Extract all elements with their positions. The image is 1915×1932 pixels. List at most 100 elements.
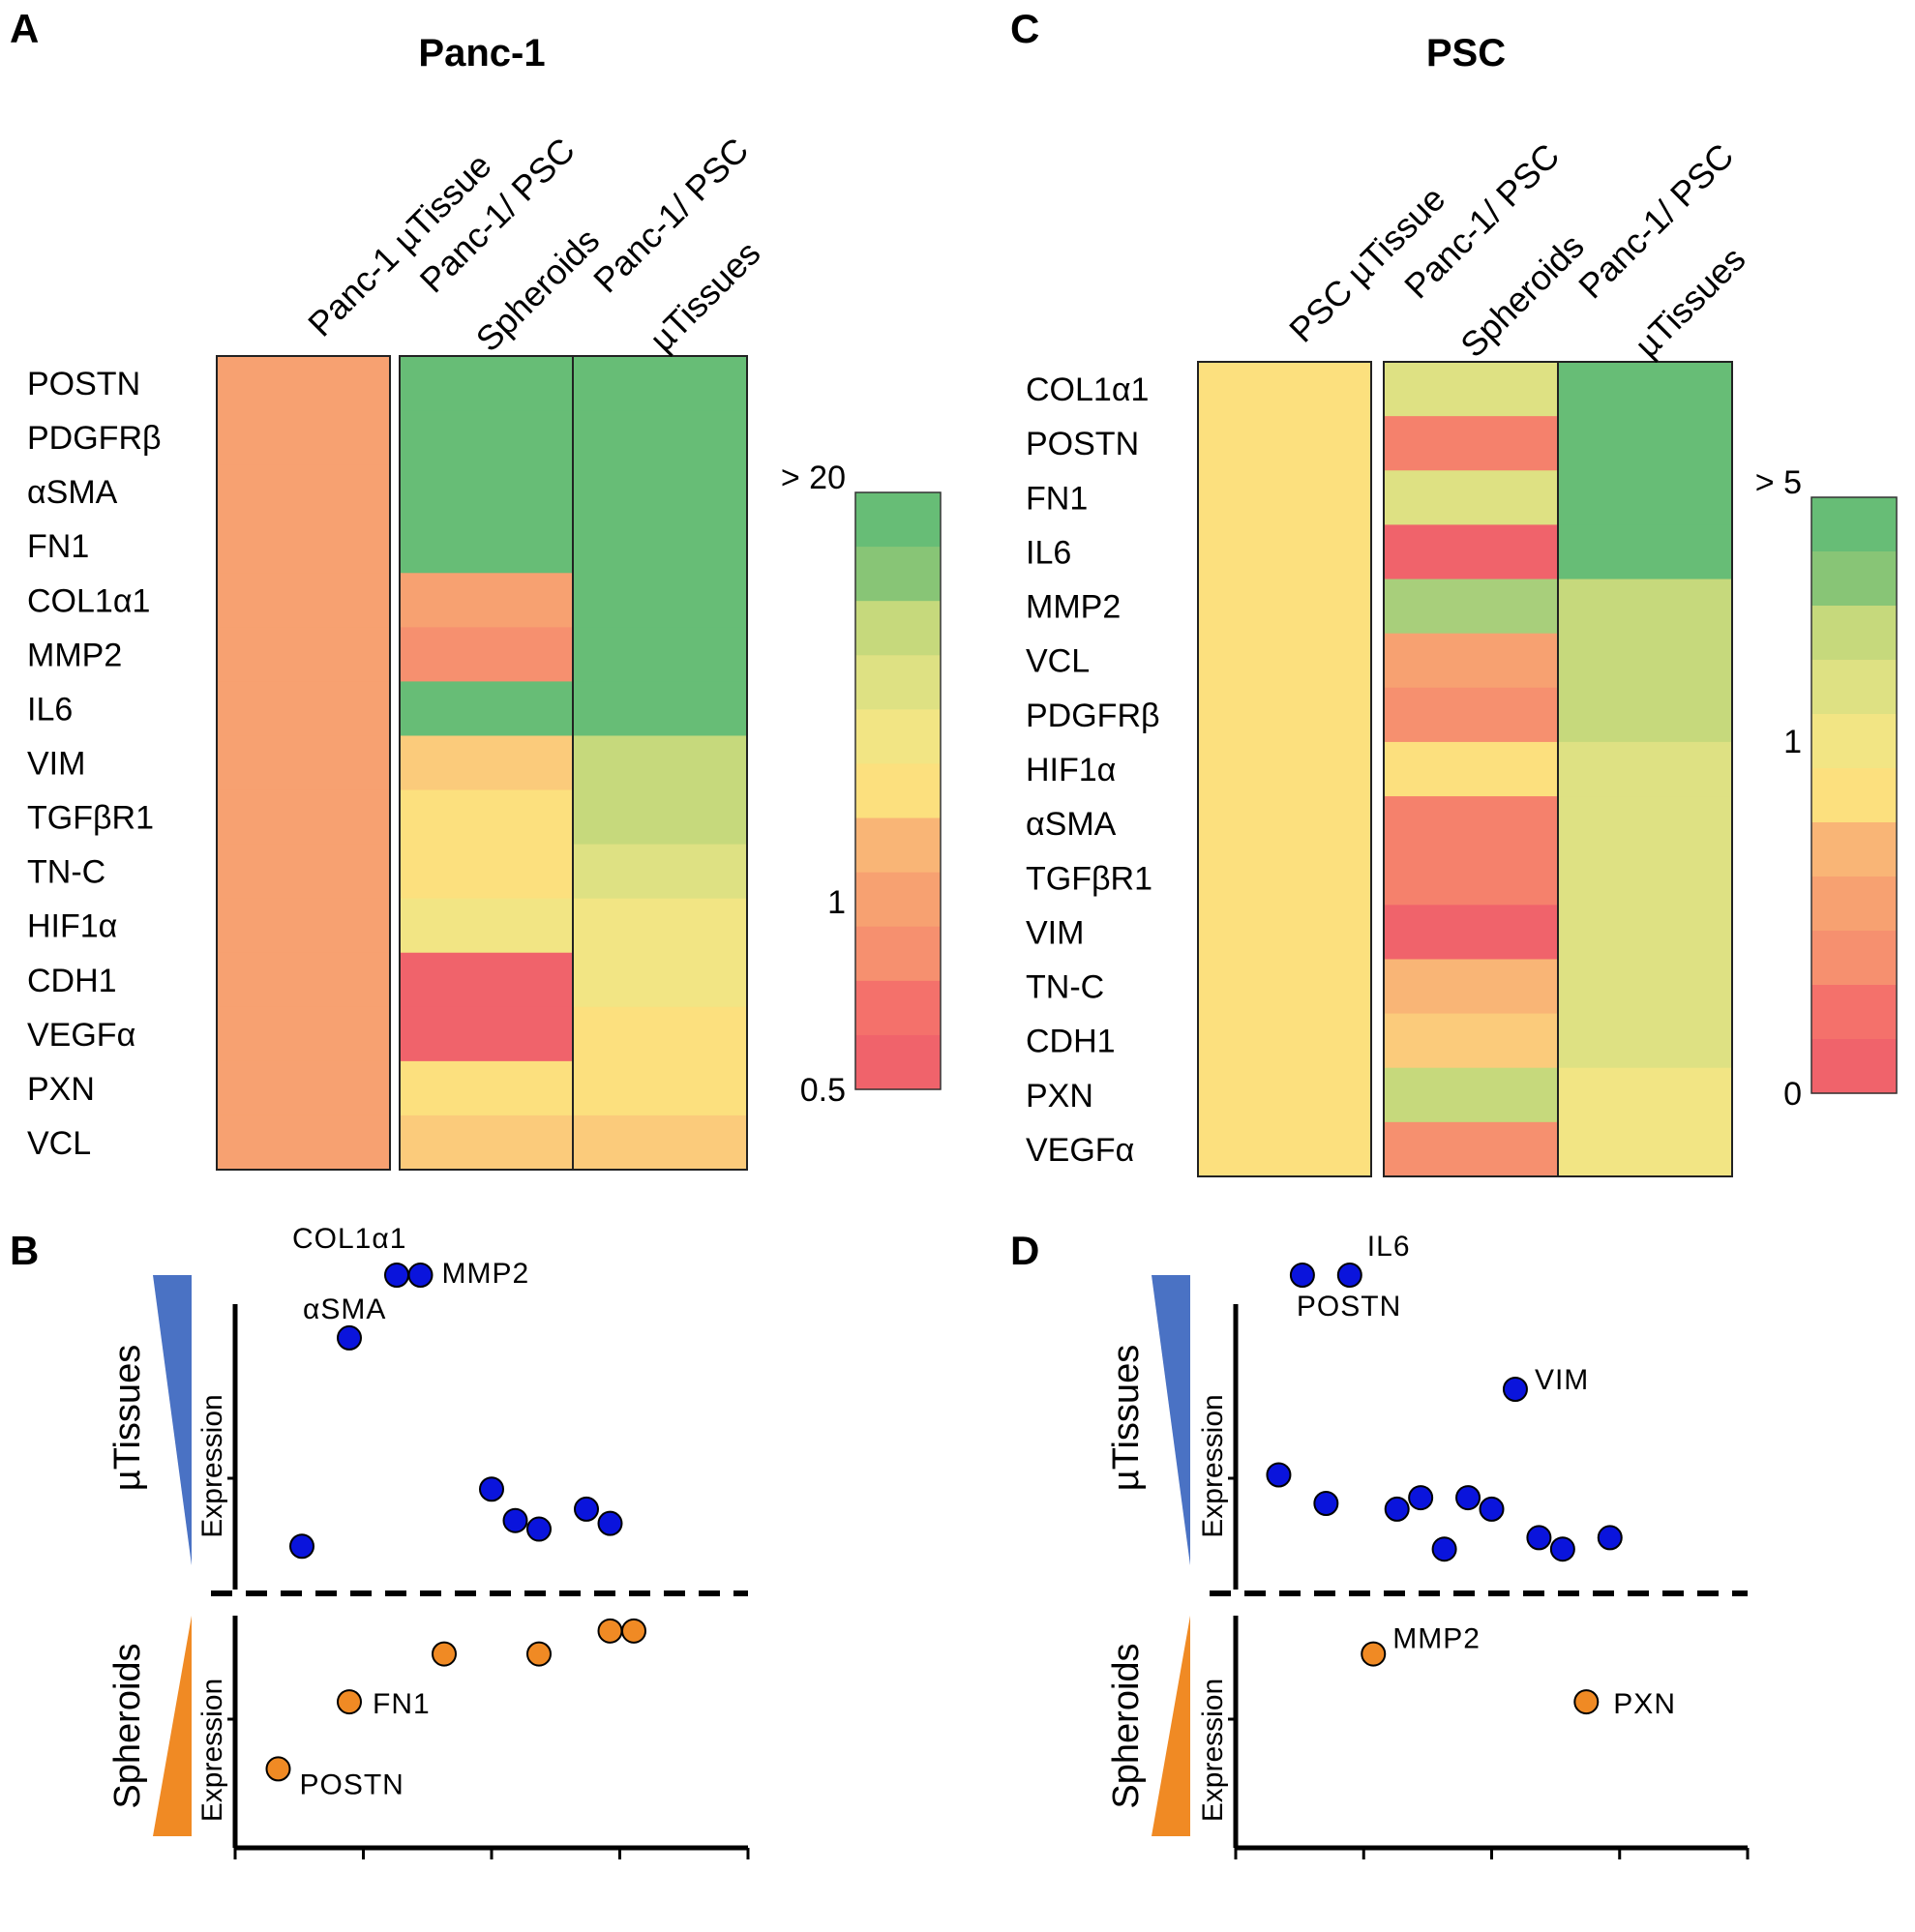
heatmap-cell [1384, 579, 1558, 635]
heatmap-cell [217, 410, 390, 465]
point-label: FN1 [373, 1688, 431, 1720]
heatmap-cell [1384, 362, 1558, 417]
gene-label: MMP2 [27, 637, 122, 673]
gene-label: CDH1 [1026, 1024, 1116, 1060]
data-point-down [1573, 1689, 1600, 1715]
gene-label: VCL [1026, 643, 1090, 680]
scatter-b: µTissues Spheroids Expression Expression αSM… [107, 1223, 750, 1859]
legend-step [1811, 1039, 1897, 1094]
heatmap-cell [217, 789, 390, 846]
heatmap-cell [1384, 796, 1558, 851]
gene-label: TGFβR1 [1026, 860, 1152, 897]
data-point-down [597, 1618, 623, 1644]
gene-label: IL6 [1026, 534, 1071, 571]
increase-triangle [153, 1275, 192, 1565]
gene-label: VEGFα [1026, 1132, 1134, 1169]
heatmap-cell [1558, 362, 1732, 417]
heatmap-cell [573, 356, 747, 411]
data-point-up [1289, 1263, 1315, 1288]
heatmap-cell [1198, 687, 1371, 743]
heatmap-cell [1384, 1013, 1558, 1069]
heatmap-cell [1384, 633, 1558, 689]
group-label-bottom: Spheroids [107, 1643, 148, 1808]
heatmap-legend: > 20 1 0.5 [781, 460, 942, 1109]
point-label: MMP2 [1392, 1623, 1481, 1655]
gene-label: PDGFRβ [1026, 698, 1160, 734]
heatmap-cell [400, 410, 573, 465]
heatmap-cell [573, 1115, 747, 1171]
gene-label: POSTN [1026, 426, 1139, 462]
increase-triangle [153, 1616, 192, 1836]
legend-step [855, 817, 941, 874]
heatmap-cell [1198, 470, 1371, 525]
gene-label: PDGFRβ [27, 420, 162, 457]
legend-step [855, 872, 941, 928]
heatmap-cell [1198, 524, 1371, 580]
legend-step [1811, 822, 1897, 877]
legend-label: 1 [827, 884, 846, 921]
heatmap-cell [217, 356, 390, 411]
data-point-down [526, 1641, 552, 1667]
data-point-down [621, 1618, 646, 1644]
heatmap-cell [573, 1006, 747, 1062]
legend-label: 1 [1783, 724, 1802, 760]
legend-step [855, 492, 941, 548]
heatmap-cell [1198, 1013, 1371, 1069]
heatmap-cell [573, 844, 747, 900]
heatmap-cell [217, 1115, 390, 1171]
gene-label: POSTN [27, 366, 140, 402]
heatmap-cell [400, 1060, 573, 1116]
data-point-up [384, 1263, 409, 1288]
legend-step [855, 763, 941, 819]
heatmap-cell [573, 1060, 747, 1116]
data-point-up [1266, 1462, 1292, 1488]
data-point-up [502, 1507, 528, 1533]
panel-letter-c: C [1010, 6, 1039, 51]
gene-label: TGFβR1 [27, 800, 154, 837]
gene-label: VCL [27, 1125, 91, 1162]
group-label-top: µTissues [107, 1345, 148, 1491]
heatmap-cell [400, 627, 573, 682]
point-label: COL1α1 [292, 1223, 406, 1255]
legend-step [1811, 551, 1897, 607]
gene-label: IL6 [27, 691, 73, 728]
heatmap-column-border [1197, 361, 1372, 1177]
data-point-up [1336, 1263, 1362, 1288]
legend-label: 0 [1783, 1076, 1802, 1113]
data-point-up [407, 1263, 434, 1288]
heatmap-cell [1384, 470, 1558, 525]
heatmap-cell [217, 735, 390, 791]
heatmap-cell [573, 898, 747, 954]
heatmap-cell [1198, 796, 1371, 851]
heatmap-cell [217, 573, 390, 628]
heatmap-cell [400, 681, 573, 737]
heatmap-cell [1198, 416, 1371, 471]
heatmap-cell [400, 573, 573, 628]
heatmap-cell [1198, 633, 1371, 689]
legend-step [855, 547, 941, 602]
axis-label: Expression [1197, 1679, 1229, 1822]
data-point-up [1408, 1485, 1434, 1511]
heatmap-cell [1198, 850, 1371, 906]
increase-triangle [1152, 1275, 1190, 1565]
heatmap-cell [217, 627, 390, 682]
legend-step [855, 1034, 941, 1090]
heatmap-cell [1558, 1067, 1732, 1123]
heatmap-cell [1384, 1121, 1558, 1177]
heatmap-cell [1198, 905, 1371, 961]
legend-step [1811, 768, 1897, 823]
heatmap-cell [1558, 579, 1732, 635]
heatmap-cell [400, 519, 573, 574]
heatmap-cell [1558, 470, 1732, 525]
data-point-up [289, 1533, 314, 1560]
heatmap-cell [400, 1115, 573, 1171]
heatmap-cell [217, 1060, 390, 1116]
heatmap-legend: > 5 1 0 [1755, 464, 1898, 1113]
legend-step [855, 926, 941, 982]
gene-label: HIF1α [1026, 752, 1116, 788]
heatmap-cell [1384, 416, 1558, 471]
legend-step [855, 601, 941, 656]
gene-label: PXN [1026, 1078, 1093, 1115]
gene-label: TN-C [1026, 969, 1104, 1006]
data-point-up [337, 1324, 362, 1351]
